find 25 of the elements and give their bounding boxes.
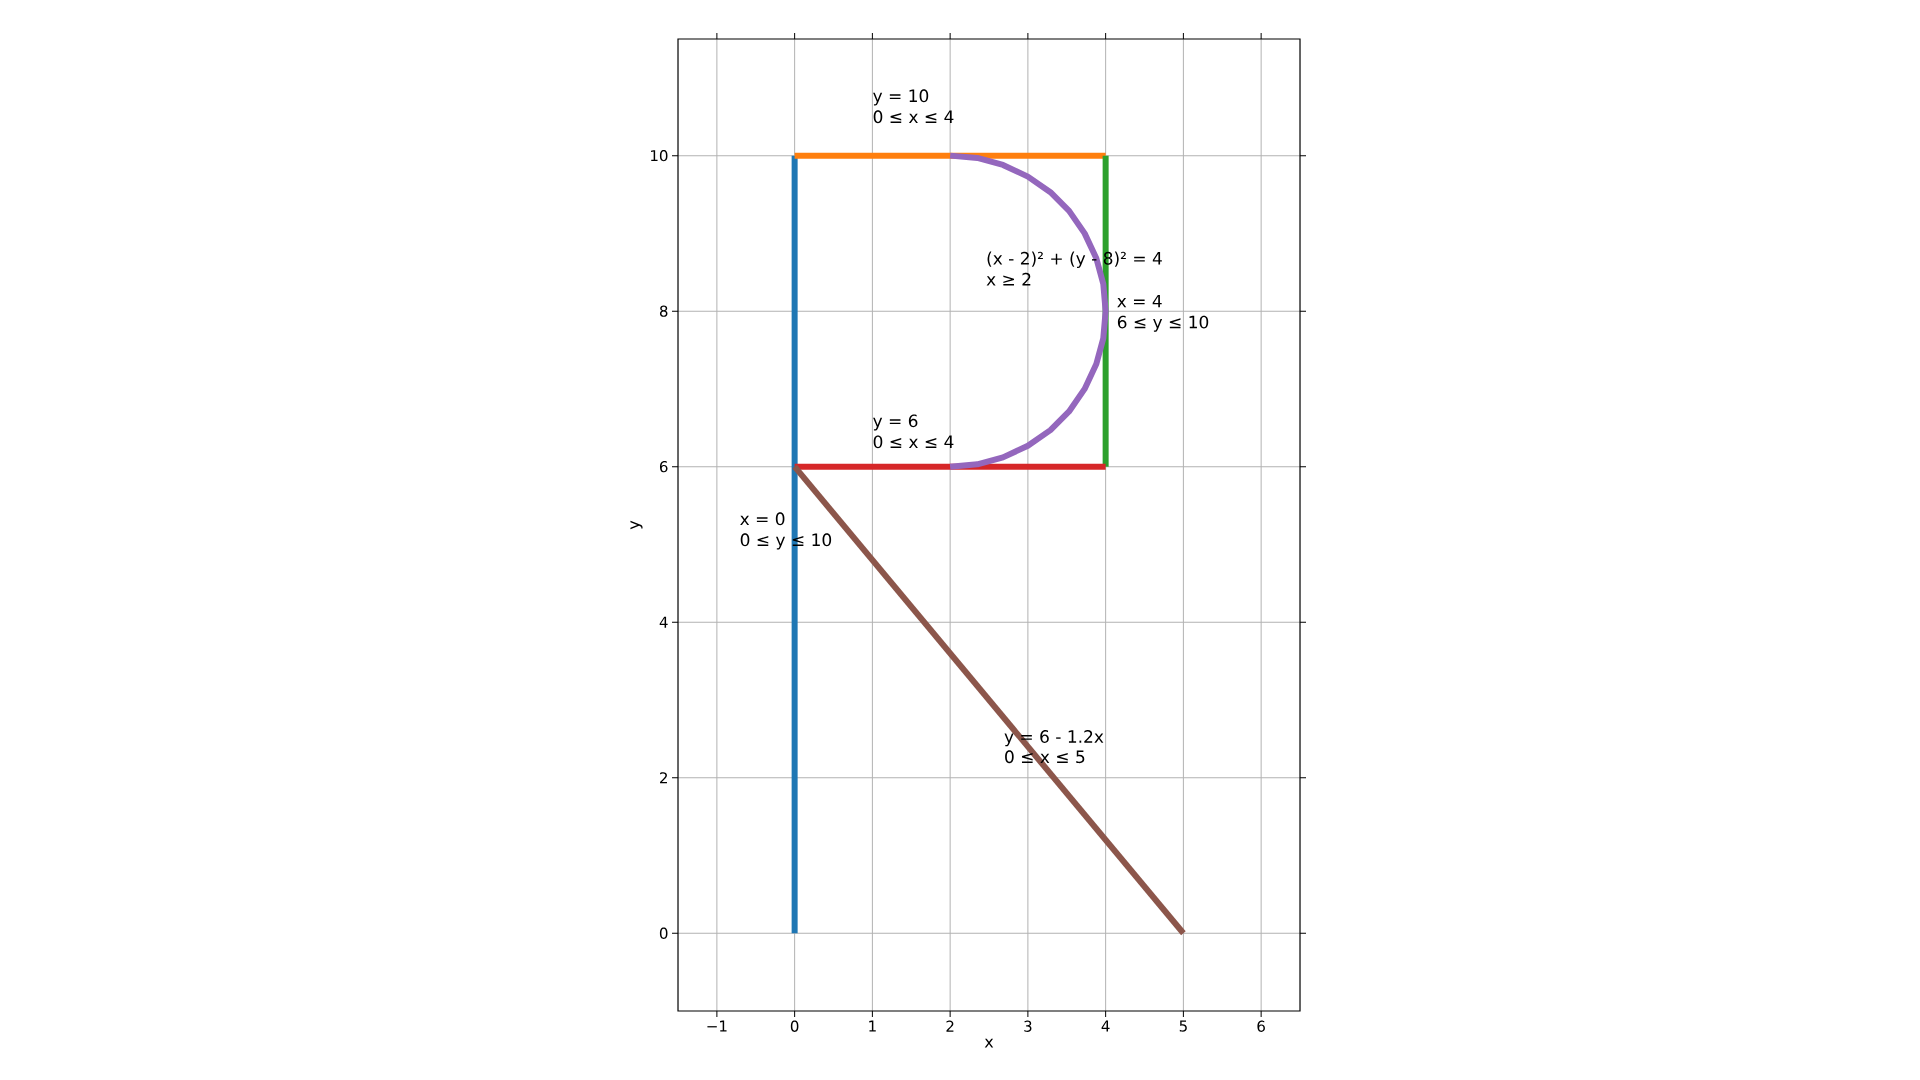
y-tick-label: 8 <box>659 305 668 317</box>
annotation: 6 ≤ y ≤ 10 <box>1117 315 1209 332</box>
y-tick-label: 6 <box>659 461 668 473</box>
x-tick-label: −1 <box>707 1020 727 1032</box>
y-tick-label: 10 <box>651 149 668 162</box>
annotation: x ≥ 2 <box>986 272 1031 286</box>
y-tick-label: 0 <box>659 927 668 939</box>
x-tick-label: 3 <box>1024 1020 1032 1032</box>
x-tick-label: 1 <box>869 1020 876 1032</box>
y-tick-label: 2 <box>660 772 667 784</box>
x-tick-label: 6 <box>1257 1020 1265 1032</box>
x-axis-title: x <box>984 1038 994 1048</box>
annotation: 0 ≤ x ≤ 5 <box>1005 750 1085 764</box>
annotation: y = 6 <box>873 414 918 431</box>
x-tick-label: 0 <box>790 1020 799 1032</box>
annotation: 0 ≤ x ≤ 4 <box>873 110 954 124</box>
y-tick-label: 4 <box>659 616 668 628</box>
y-axis-title: y <box>630 520 643 530</box>
annotation: y = 10 <box>873 89 929 106</box>
x-tick-label: 2 <box>946 1020 954 1032</box>
annotation: x = 0 <box>740 512 785 526</box>
x-tick-label: 5 <box>1179 1020 1187 1032</box>
annotation: x = 4 <box>1117 294 1162 308</box>
x-tick-label: 4 <box>1101 1020 1110 1032</box>
annotation: 0 ≤ x ≤ 4 <box>873 435 954 449</box>
